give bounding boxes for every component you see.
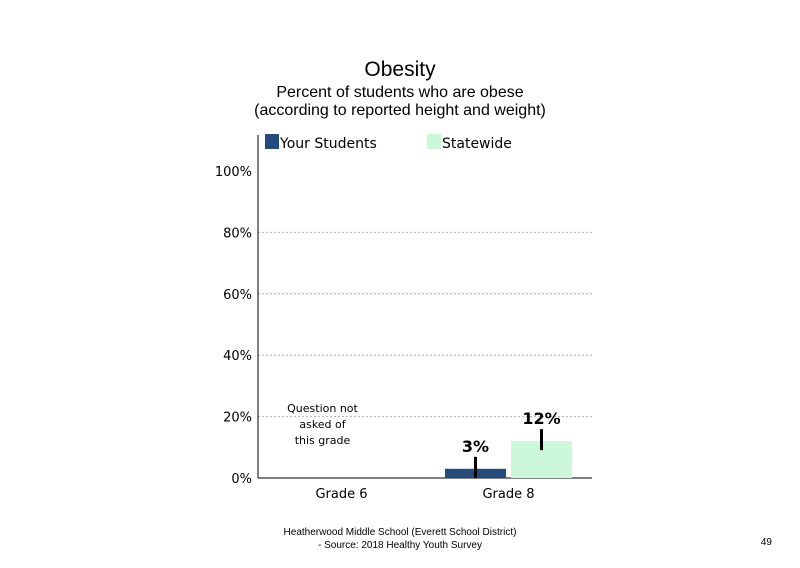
annotation-line: this grade [295, 434, 351, 447]
y-tick-label: 20% [223, 411, 252, 426]
subtitle-line-2: (according to reported height and weight… [254, 102, 546, 119]
x-tick-label: Grade 6 [315, 487, 367, 502]
y-tick-label: 80% [223, 226, 252, 241]
data-label: 12% [522, 409, 560, 428]
legend-label: Your Students [279, 136, 377, 152]
footer: Heatherwood Middle School (Everett Schoo… [0, 526, 800, 552]
annotation-line: Question not [287, 402, 358, 415]
y-tick-label: 40% [223, 349, 252, 364]
y-tick-label: 60% [223, 288, 252, 303]
legend-label: Statewide [442, 136, 512, 152]
data-label: 3% [462, 437, 489, 456]
y-tick-label: 0% [231, 472, 252, 487]
legend-swatch [265, 134, 279, 149]
chart-title: Obesity [364, 58, 436, 81]
y-tick-label: 100% [215, 165, 252, 180]
footer-school: Heatherwood Middle School (Everett Schoo… [283, 527, 517, 538]
page-number: 49 [760, 537, 772, 548]
x-tick-label: Grade 8 [482, 487, 534, 502]
subtitle-line-1: Percent of students who are obese [276, 84, 524, 101]
footer-source: - Source: 2018 Healthy Youth Survey [318, 540, 482, 551]
legend-swatch [427, 134, 441, 149]
chart-subtitle: Percent of students who are obese (accor… [0, 84, 800, 120]
annotation-line: asked of [299, 418, 346, 431]
